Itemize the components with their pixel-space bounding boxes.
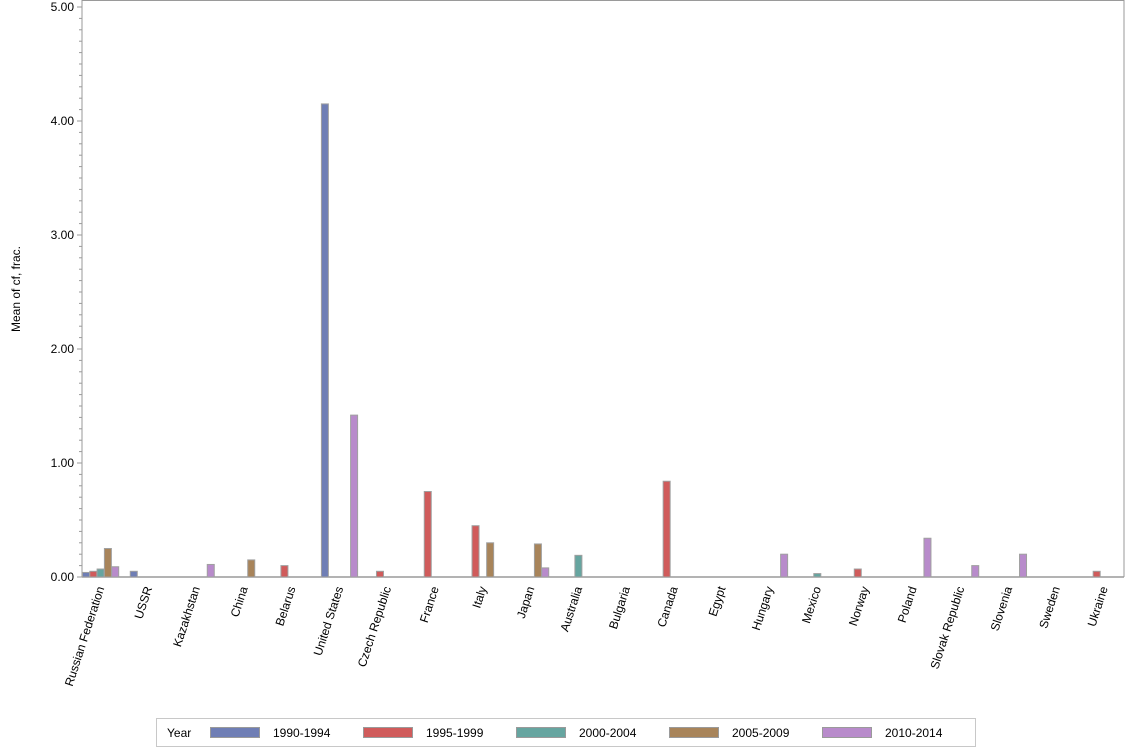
bar xyxy=(853,568,862,578)
bar xyxy=(662,480,671,578)
legend-item: 1995-1999 xyxy=(363,726,516,740)
y-tick-label: 3.00 xyxy=(51,228,75,242)
x-tick-label: Canada xyxy=(654,584,680,629)
x-tick-label: Ukraine xyxy=(1085,584,1111,628)
x-tick-label: Egypt xyxy=(706,584,729,618)
bar xyxy=(96,568,105,578)
y-tick-label: 1.00 xyxy=(51,456,75,470)
x-tick-label: Japan xyxy=(514,585,537,620)
legend-swatch xyxy=(516,727,566,738)
bar xyxy=(971,565,980,578)
x-tick-label: USSR xyxy=(132,584,156,620)
x-tick-label: Czech Republic xyxy=(355,585,394,669)
x-tick-label: Norway xyxy=(846,585,872,628)
x-tick-label: Australia xyxy=(557,584,585,633)
x-tick-label: Slovak Republic xyxy=(927,585,967,671)
x-tick-label: Hungary xyxy=(749,585,776,632)
x-tick-label: China xyxy=(228,584,251,618)
legend-swatch xyxy=(210,727,260,738)
bar xyxy=(541,567,550,578)
bar xyxy=(1019,553,1028,578)
x-tick-label: Belarus xyxy=(273,585,299,628)
y-tick-label: 4.00 xyxy=(51,114,75,128)
legend-items: 1990-1994 1995-1999 2000-2004 2005-2009 2010… xyxy=(210,726,975,740)
bar xyxy=(350,414,359,578)
bar xyxy=(471,525,480,578)
x-tick-label: Mexico xyxy=(799,584,824,625)
legend-item: 2000-2004 xyxy=(516,726,669,740)
legend-item: 2005-2009 xyxy=(669,726,822,740)
legend-swatch xyxy=(669,727,719,738)
legend-label: 2010-2014 xyxy=(885,725,943,740)
x-tick-label: Bulgaria xyxy=(606,584,633,631)
y-tick-label: 5.00 xyxy=(51,0,75,14)
y-axis: 0.00 1.00 2.00 3.00 4.00 5.00 xyxy=(51,0,1125,584)
y-axis-title: Mean of cf, frac. xyxy=(9,246,23,332)
x-tick-label: Slovenia xyxy=(988,584,1016,632)
legend-swatch xyxy=(363,727,413,738)
bar xyxy=(574,554,583,578)
bar xyxy=(533,543,542,578)
x-axis: Russian Federation USSR Kazakhstan China Bel… xyxy=(62,584,1111,688)
bar xyxy=(206,563,215,578)
x-tick-label: Italy xyxy=(469,585,489,610)
legend-label: 1990-1994 xyxy=(273,725,331,740)
bar xyxy=(923,537,932,578)
bar xyxy=(423,491,432,578)
legend-title: Year xyxy=(167,725,192,740)
bar xyxy=(375,570,384,578)
bar xyxy=(780,553,789,578)
bar xyxy=(89,570,98,578)
x-tick-label: France xyxy=(417,584,442,624)
bar xyxy=(280,565,289,578)
bar xyxy=(103,548,112,578)
x-tick-label: Kazakhstan xyxy=(170,585,203,649)
bar xyxy=(129,570,138,578)
legend: Year 1990-1994 1995-1999 2000-2004 2005-200… xyxy=(156,718,976,747)
legend-swatch xyxy=(822,727,872,738)
bar xyxy=(247,559,256,578)
y-tick-label: 2.00 xyxy=(51,342,75,356)
legend-item: 2010-2014 xyxy=(822,726,975,740)
bar xyxy=(111,566,120,578)
bar xyxy=(82,571,90,578)
legend-item: 1990-1994 xyxy=(210,726,363,740)
x-tick-label: Poland xyxy=(895,585,920,625)
bar xyxy=(813,573,822,578)
bar xyxy=(320,103,329,578)
legend-label: 1995-1999 xyxy=(426,725,484,740)
bar xyxy=(1092,570,1101,578)
legend-label: 2000-2004 xyxy=(579,725,637,740)
x-tick-label: United States xyxy=(311,585,347,658)
x-tick-label: Sweden xyxy=(1036,585,1063,631)
y-tick-label: 0.00 xyxy=(51,570,75,584)
legend-label: 2005-2009 xyxy=(732,725,790,740)
bars xyxy=(82,103,1101,578)
bar xyxy=(486,542,495,578)
x-tick-label: Russian Federation xyxy=(62,585,107,688)
